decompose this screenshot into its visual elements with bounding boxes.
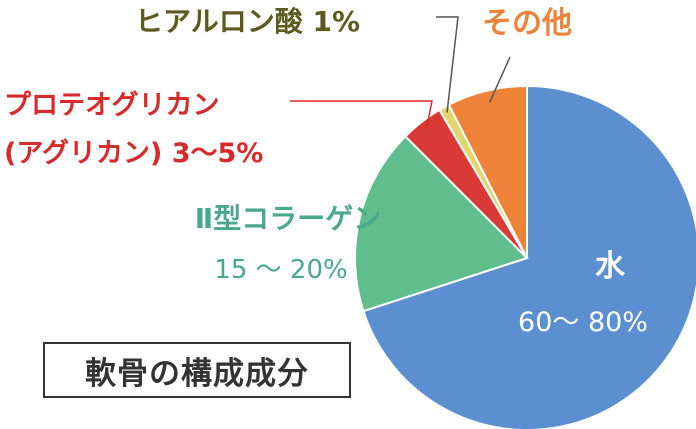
slice-label-hyaluronic: ヒアルロン酸 1% (135, 5, 360, 38)
pie-slice-water (362, 84, 696, 429)
leader-lines (290, 16, 511, 129)
pie-slice-other (447, 84, 528, 259)
slice-label-proteoglycan-value: (アグリカン) 3～5% (4, 137, 263, 169)
slice-label-water-name: 水 (595, 249, 626, 284)
leader-line-hyaluronic (436, 16, 459, 113)
chart-title: 軟骨の構成成分 (43, 342, 351, 398)
slice-label-water-value: 60～ 80% (518, 307, 648, 338)
pie-slice-collagen (354, 134, 529, 313)
pie-slices (354, 84, 696, 429)
slice-label-other: その他 (482, 6, 572, 41)
leader-line-proteoglycan (290, 100, 433, 129)
leader-line-other (488, 56, 511, 103)
slice-label-collagen-value: 15 ～ 20% (214, 255, 347, 285)
slice-label-collagen-name: Ⅱ型コラーゲン (195, 202, 381, 235)
slice-label-proteoglycan-name: プロテオグリカン (4, 89, 219, 121)
